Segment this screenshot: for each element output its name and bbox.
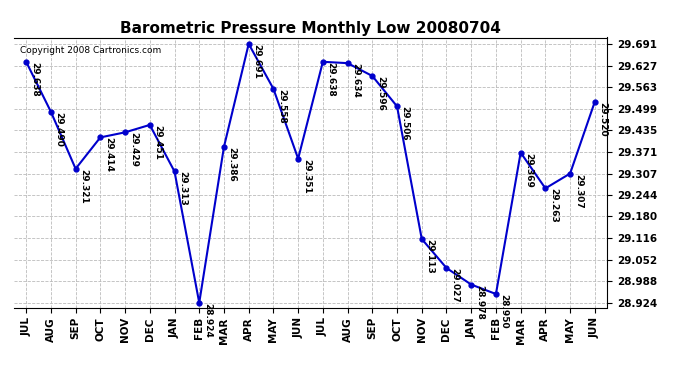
Text: 29.263: 29.263 bbox=[549, 188, 558, 223]
Text: 29.451: 29.451 bbox=[153, 125, 163, 160]
Text: 29.506: 29.506 bbox=[401, 106, 410, 141]
Text: 29.027: 29.027 bbox=[450, 268, 460, 303]
Text: 29.321: 29.321 bbox=[79, 169, 88, 204]
Text: 29.386: 29.386 bbox=[228, 147, 237, 182]
Text: 29.369: 29.369 bbox=[524, 153, 533, 188]
Text: 29.429: 29.429 bbox=[129, 132, 138, 167]
Text: 29.113: 29.113 bbox=[426, 239, 435, 274]
Text: 28.978: 28.978 bbox=[475, 285, 484, 320]
Text: Copyright 2008 Cartronics.com: Copyright 2008 Cartronics.com bbox=[20, 46, 161, 55]
Text: 29.313: 29.313 bbox=[178, 171, 187, 206]
Text: 29.520: 29.520 bbox=[598, 102, 608, 136]
Text: 29.638: 29.638 bbox=[30, 62, 39, 96]
Text: 29.490: 29.490 bbox=[55, 112, 63, 147]
Text: 29.351: 29.351 bbox=[302, 159, 311, 194]
Text: 28.924: 28.924 bbox=[203, 303, 212, 338]
Text: 29.414: 29.414 bbox=[104, 137, 113, 172]
Text: 28.950: 28.950 bbox=[500, 294, 509, 328]
Text: 29.558: 29.558 bbox=[277, 89, 286, 123]
Text: 29.596: 29.596 bbox=[376, 76, 385, 111]
Text: 29.638: 29.638 bbox=[326, 62, 335, 96]
Title: Barometric Pressure Monthly Low 20080704: Barometric Pressure Monthly Low 20080704 bbox=[120, 21, 501, 36]
Text: 29.634: 29.634 bbox=[351, 63, 360, 98]
Text: 29.307: 29.307 bbox=[574, 174, 583, 208]
Text: 29.691: 29.691 bbox=[253, 44, 262, 79]
